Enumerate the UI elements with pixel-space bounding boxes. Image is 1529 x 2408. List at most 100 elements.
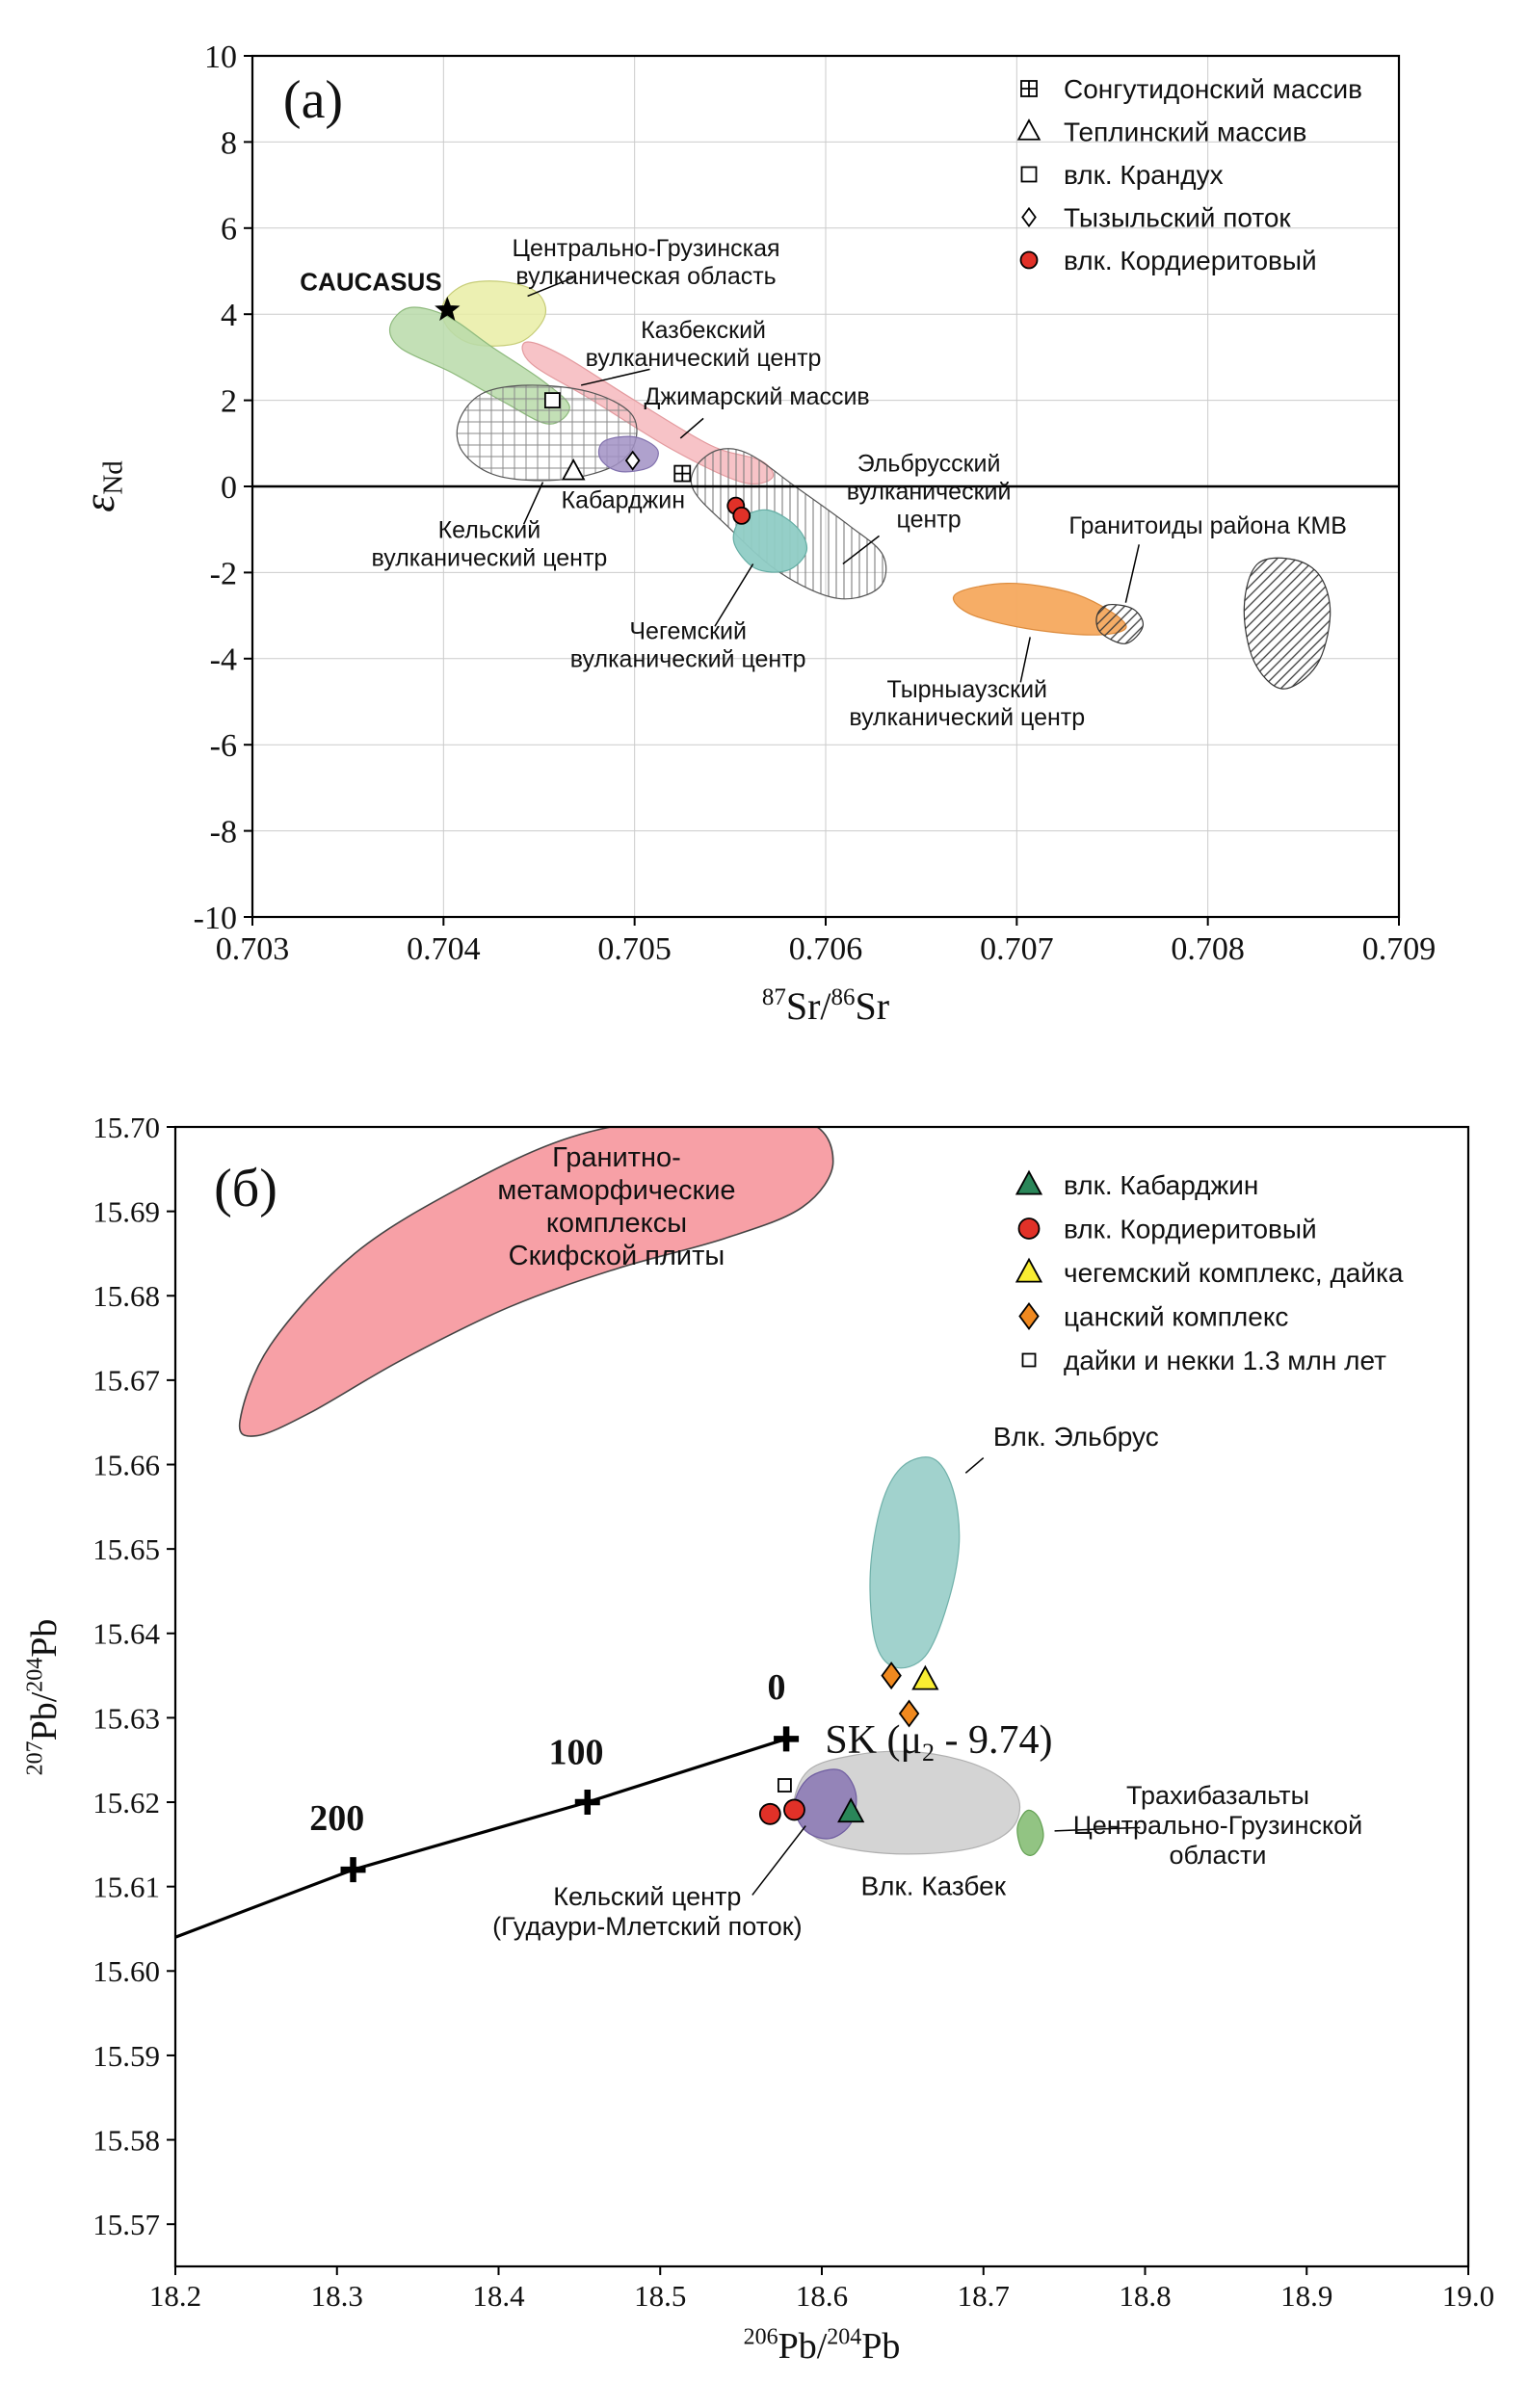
sk-label: SK (μ2 - 9.74) <box>825 1718 1052 1767</box>
legend-label: влк. Кабарджин <box>1064 1170 1258 1200</box>
x-tick-label: 0.703 <box>216 931 290 967</box>
marker-diamond-filled <box>898 1699 920 1728</box>
legend-item: влк. Кордиеритовый <box>1019 246 1317 275</box>
sk-age-label: 0 <box>768 1667 786 1708</box>
marker-square-plus <box>1020 80 1038 97</box>
legend-label: дайки и некки 1.3 млн лет <box>1064 1346 1386 1375</box>
x-tick-label: 0.706 <box>789 931 863 967</box>
leader-line <box>679 417 704 439</box>
marker-triangle-filled <box>837 1797 865 1823</box>
annotation-label: Чегемский вулканический центр <box>570 618 806 673</box>
leader-line <box>714 563 754 627</box>
x-tick-label: 0.709 <box>1362 931 1437 967</box>
y-axis-label: εNd <box>74 460 128 512</box>
leader-line <box>580 368 650 386</box>
marker-plus-bold <box>340 1857 366 1883</box>
x-tick-label: 18.9 <box>1280 2279 1332 2313</box>
y-tick-label: 4 <box>221 298 237 333</box>
leader-line <box>1124 544 1140 603</box>
leader-line <box>964 1456 985 1474</box>
legend-label: цанский комплекс <box>1064 1301 1288 1331</box>
y-tick-label: 0 <box>221 470 237 506</box>
marker-plus-bold <box>574 1790 600 1816</box>
x-tick-label: 0.705 <box>597 931 672 967</box>
y-tick-label: 8 <box>221 125 237 161</box>
annotation-label: Эльбрусский вулканический центр <box>847 450 1012 533</box>
marker-plus-bold <box>774 1726 800 1752</box>
legend-item: Теплинский массив <box>1016 117 1306 146</box>
y-tick-label: 15.66 <box>92 1448 160 1481</box>
legend-item: чегемский комплекс, дайка <box>1015 1257 1404 1288</box>
y-tick-label: 15.61 <box>92 1871 160 1904</box>
x-tick-label: 0.704 <box>407 931 481 967</box>
x-axis-label: 87Sr/86Sr <box>762 984 889 1028</box>
y-tick-label: -8 <box>210 815 237 851</box>
marker-star <box>435 296 461 321</box>
y-tick-label: -2 <box>210 556 237 591</box>
panel-label: (а) <box>283 70 343 130</box>
field-chegem-volcanic-center <box>732 509 808 573</box>
y-tick-label: -6 <box>210 728 237 764</box>
field-regions <box>388 280 1331 690</box>
annotation-label: Тырныаузский вулканический центр <box>849 676 1085 731</box>
y-tick-label: 15.59 <box>92 2039 160 2073</box>
y-tick-label: 15.68 <box>92 1279 160 1313</box>
marker-square-open <box>1020 166 1038 183</box>
legend-item: дайки и некки 1.3 млн лет <box>1021 1346 1386 1375</box>
marker-square-open <box>543 392 561 409</box>
x-tick-label: 0.707 <box>980 931 1054 967</box>
y-tick-label: 15.65 <box>92 1532 160 1566</box>
y-tick-label: 2 <box>221 384 237 420</box>
marker-triangle-filled <box>1015 1257 1043 1283</box>
x-tick-label: 18.2 <box>149 2279 201 2313</box>
marker-triangle-filled <box>911 1664 939 1690</box>
legend-item: цанский комплекс <box>1018 1301 1288 1331</box>
x-axis-label: 206Pb/204Pb <box>744 2325 901 2367</box>
marker-diamond-open <box>624 450 641 471</box>
field-trachybasalts-central-georgian <box>1016 1809 1044 1856</box>
marker-square-plus <box>673 464 692 483</box>
annotation-label: Влк. Казбек <box>861 1871 1007 1900</box>
legend-item: влк. Кордиеритовый <box>1017 1214 1317 1243</box>
field-elbrus-volcano <box>869 1456 961 1669</box>
marker-circle-filled <box>1017 1217 1041 1240</box>
axis-ticks: 18.2 18.3 18.4 18.5 18.6 18.7 18.8 18.9 19.0 15.5… <box>92 1111 1494 2313</box>
legend-label: влк. Крандух <box>1064 160 1224 190</box>
y-tick-label: 15.67 <box>92 1364 160 1398</box>
marker-diamond-filled <box>1018 1301 1040 1331</box>
field-kabardzhin-field <box>597 435 659 473</box>
y-tick-label: 15.70 <box>92 1111 160 1144</box>
panel-b: 200 100 0 SK (μ2 - 9.74) Гранитно-метаморфич… <box>23 1111 1495 2367</box>
annotation-label: Кельский вулканический центр <box>372 517 608 572</box>
legend-label: влк. Кордиеритовый <box>1064 1214 1317 1243</box>
legend-label: влк. Кордиеритовый <box>1064 246 1317 275</box>
sk-reference-line <box>174 1737 787 1939</box>
marker-triangle-filled <box>1015 1169 1043 1195</box>
data-points <box>543 392 751 525</box>
y-tick-label: 15.63 <box>92 1701 160 1735</box>
x-tick-label: 18.8 <box>1119 2279 1171 2313</box>
x-tick-label: 18.6 <box>796 2279 848 2313</box>
legend-item: влк. Кабарджин <box>1015 1169 1258 1200</box>
field-kazbek-volcano <box>793 1750 1021 1855</box>
y-tick-label: 15.57 <box>92 2208 160 2241</box>
annotation-label: Джимарский массив <box>644 383 869 410</box>
y-tick-label: 15.58 <box>92 2123 160 2157</box>
marker-triangle-open <box>561 458 586 481</box>
marker-square-open <box>778 1778 792 1793</box>
y-tick-label: 6 <box>221 212 237 248</box>
y-tick-label: 15.60 <box>92 1954 160 1988</box>
leader-line <box>527 276 574 298</box>
y-tick-label: 10 <box>204 39 237 75</box>
panel-a: CAUCASUS Центрально-Грузинская вулканическ… <box>74 39 1436 1028</box>
y-tick-label: -4 <box>210 642 237 678</box>
annotation-label: Кельский центр (Гудаури-Млетский поток) <box>492 1882 803 1941</box>
leader-line <box>842 535 880 565</box>
x-tick-label: 19.0 <box>1442 2279 1494 2313</box>
field-kmv-granitoids-small <box>1095 604 1145 644</box>
leader-line <box>1054 1826 1141 1832</box>
data-points <box>758 1662 939 1825</box>
x-tick-label: 18.5 <box>634 2279 686 2313</box>
